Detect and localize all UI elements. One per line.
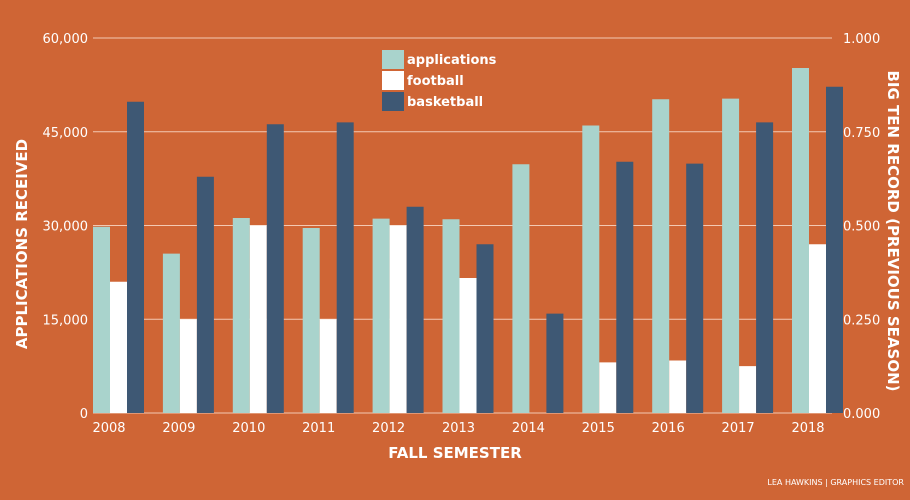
x-tick-label: 2010 — [232, 421, 265, 436]
x-tick-label: 2016 — [652, 421, 685, 436]
bar-applications-2010 — [232, 218, 250, 413]
gridlines — [93, 37, 832, 414]
bar-applications-2016 — [652, 99, 670, 413]
bar-basketball-2013 — [476, 244, 494, 413]
left-y-tick-label: 45,000 — [43, 126, 89, 141]
bars — [93, 68, 843, 413]
legend: applications football basketball — [382, 50, 497, 111]
right-y-axis-title: BIG TEN RECORD (PREVIOUS SEASON) — [884, 71, 902, 392]
bar-applications-2013 — [442, 219, 460, 413]
legend-label-football: football — [407, 74, 464, 89]
bar-applications-2018 — [792, 68, 809, 413]
x-tick-label: 2018 — [791, 421, 824, 436]
x-tick-labels: 2008 2009 2010 2011 2012 2013 2014 2015 2016 2017… — [92, 421, 824, 436]
bar-basketball-2016 — [686, 163, 704, 413]
bar-basketball-2010 — [266, 124, 284, 413]
x-tick-label: 2014 — [512, 421, 545, 436]
right-y-tick-label: 0.500 — [843, 220, 880, 235]
right-y-tick-label: 0.250 — [843, 313, 880, 328]
legend-swatch-basketball — [382, 92, 404, 111]
bar-football-2018 — [809, 244, 826, 413]
bar-applications-2011 — [302, 228, 320, 413]
bar-football-2012 — [389, 225, 407, 413]
bar-football-2016 — [669, 360, 687, 413]
bar-applications-2009 — [162, 253, 180, 413]
bar-applications-2012 — [372, 218, 390, 413]
right-y-tick-labels: 0.000 0.250 0.500 0.750 1.000 — [843, 32, 880, 422]
x-tick-label: 2011 — [302, 421, 335, 436]
x-tick-label: 2012 — [372, 421, 405, 436]
legend-label-basketball: basketball — [407, 95, 483, 110]
bar-football-2013 — [459, 278, 477, 413]
x-axis-title: FALL SEMESTER — [388, 444, 522, 462]
bar-football-2010 — [249, 225, 267, 413]
bar-basketball-2009 — [196, 176, 214, 413]
left-y-tick-labels: 0 15,000 30,000 45,000 60,000 — [43, 32, 89, 422]
bar-football-2015 — [599, 362, 617, 413]
bar-basketball-2015 — [616, 161, 634, 413]
legend-swatch-applications — [382, 50, 404, 69]
bar-football-2008 — [110, 281, 127, 413]
x-tick-label: 2013 — [442, 421, 475, 436]
bar-basketball-2011 — [336, 122, 354, 413]
bar-football-2009 — [179, 319, 197, 413]
legend-label-applications: applications — [407, 53, 497, 68]
bar-basketball-2014 — [546, 313, 564, 413]
bar-applications-2017 — [722, 98, 740, 413]
right-y-tick-label: 0.750 — [843, 126, 880, 141]
bar-applications-2015 — [582, 125, 600, 413]
left-y-axis-title: APPLICATIONS RECEIVED — [13, 139, 31, 349]
left-y-tick-label: 60,000 — [43, 32, 89, 47]
right-y-tick-label: 1.000 — [843, 32, 880, 47]
x-tick-label: 2017 — [722, 421, 755, 436]
bar-basketball-2012 — [406, 206, 424, 413]
right-y-tick-label: 0.000 — [843, 407, 880, 422]
legend-swatch-football — [382, 71, 404, 90]
credit-line: LEA HAWKINS | GRAPHICS EDITOR — [767, 478, 904, 487]
bar-football-2011 — [319, 319, 337, 413]
x-tick-label: 2015 — [582, 421, 615, 436]
left-y-tick-label: 15,000 — [43, 313, 89, 328]
bar-basketball-2018 — [826, 86, 843, 413]
x-tick-label: 2008 — [92, 421, 125, 436]
bar-basketball-2017 — [756, 122, 774, 413]
bar-applications-2014 — [512, 164, 530, 413]
bar-applications-2008 — [93, 226, 110, 413]
bar-football-2017 — [739, 366, 757, 413]
left-y-tick-label: 0 — [80, 407, 88, 422]
left-y-tick-label: 30,000 — [43, 220, 89, 235]
bar-basketball-2008 — [127, 101, 144, 413]
x-tick-label: 2009 — [162, 421, 195, 436]
